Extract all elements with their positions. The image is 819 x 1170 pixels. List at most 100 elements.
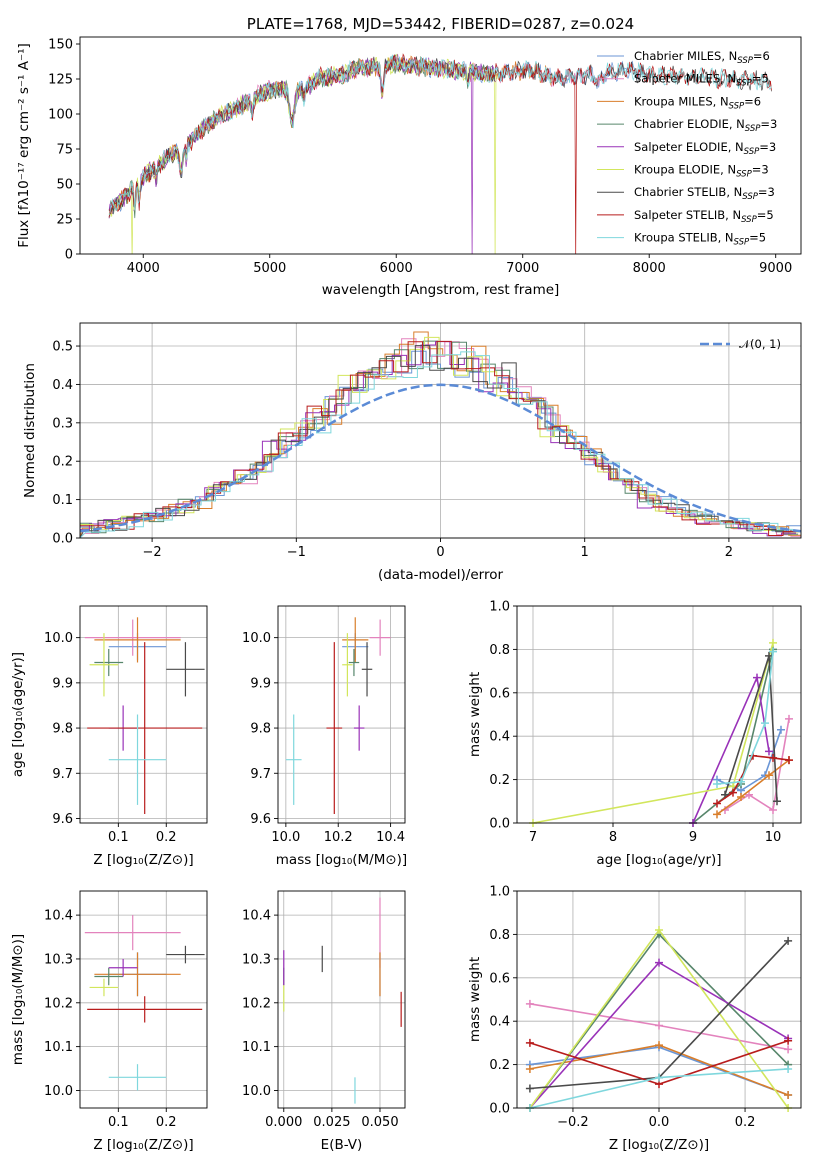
x-axis-label: Z [log₁₀(Z/Z⊙)]	[93, 1137, 193, 1153]
y-axis-label: mass weight	[467, 957, 483, 1042]
panel-weight_vs_age: 7 8 9 10 0.0 0.2 0.4 0.6 0.8 1.0 age [log₁₀(age/yr…	[467, 600, 802, 868]
errorbar-kroupa_miles	[342, 617, 369, 663]
plot-area	[283, 897, 402, 1104]
y-tick-label: 9.6	[52, 812, 73, 827]
panel-mass_vs_ebv: 0.000 0.025 0.050 10.0 10.1 10.2 10.3 10.4 E(B-V…	[242, 890, 406, 1153]
legend-count: =3	[758, 185, 775, 199]
legend-count: =3	[760, 117, 777, 131]
y-tick-label: 9.9	[52, 676, 73, 691]
data-point	[525, 1064, 534, 1073]
y-tick-label: 10.1	[44, 1040, 73, 1055]
chart-title: PLATE=1768, MJD=53442, FIBERID=0287, z=0…	[247, 15, 634, 33]
y-axis-label: Flux [fλ10⁻¹⁷ erg cm⁻² s⁻¹ A⁻¹]	[16, 43, 32, 248]
plot-area	[84, 617, 205, 814]
y-tick-label: 0.4	[489, 1015, 510, 1030]
y-axis-label: mass [log₁₀(M/M⊙)]	[10, 934, 26, 1065]
x-tick-label: 0	[436, 545, 444, 560]
data-point	[655, 1021, 663, 1030]
legend-count: =6	[753, 49, 770, 63]
gridlines	[80, 891, 207, 1108]
x-axis-label: Z [log₁₀(Z/Z⊙)]	[609, 1137, 709, 1153]
data-point	[784, 1045, 793, 1054]
data-point	[745, 790, 753, 799]
legend-entry: 𝒩(0, 1)	[739, 337, 781, 351]
y-tick-label: 0.2	[489, 1058, 510, 1073]
y-tick-label: 75	[56, 143, 73, 158]
gridlines	[80, 606, 207, 823]
data-point	[769, 647, 777, 656]
x-tick-label: 0.1	[108, 830, 129, 845]
y-tick-label: 0.8	[489, 928, 510, 943]
y-tick-label: 0.2	[489, 773, 510, 788]
y-tick-label: 0.4	[489, 730, 510, 745]
series-salpeter_stelib	[713, 751, 793, 808]
x-tick-label: 0.050	[361, 1115, 398, 1130]
errorbar-chabrier_stelib	[166, 642, 205, 697]
data-point	[785, 756, 793, 765]
legend-label: Kroupa ELODIE, N	[634, 163, 736, 177]
panel-spectrum: 4000 5000 6000 7000 8000 9000 0 25 50 75 100 125 150…	[16, 15, 802, 298]
legend-label: Salpeter STELIB, N	[634, 208, 741, 222]
errorbar-salpeter_stelib	[87, 642, 203, 814]
errorbar-chabrier_stelib	[166, 945, 205, 964]
series-kroupa_miles	[525, 1041, 793, 1099]
x-tick-label: 0.1	[108, 1115, 129, 1130]
legend-subscript: SSP	[742, 192, 758, 202]
legend-entry: Kroupa ELODIE, NSSP=3	[634, 163, 769, 180]
legend-entry: Salpeter MILES, NSSP=5	[634, 72, 769, 89]
data-point	[761, 719, 769, 728]
axes-frame	[516, 605, 802, 824]
legend-entry: Chabrier STELIB, NSSP=3	[634, 185, 775, 202]
y-axis-label: age [log₁₀(age/yr)]	[10, 652, 26, 777]
legend-count: =5	[752, 72, 769, 86]
legend-label: Salpeter MILES, N	[634, 72, 736, 86]
x-tick-label: 10.2	[324, 830, 353, 845]
series-line	[716, 651, 774, 785]
errorbar-chabrier_stelib	[361, 642, 373, 697]
data-point	[737, 777, 745, 786]
errorbar-salpeter_stelib	[87, 996, 203, 1023]
data-point	[769, 753, 777, 762]
legend-count: =3	[759, 140, 776, 154]
y-tick-label: 0.4	[52, 378, 73, 393]
series-salpeter_stelib	[525, 1036, 793, 1089]
y-tick-label: 100	[48, 108, 73, 123]
y-axis-label: Normed distribution	[22, 363, 38, 498]
series-line	[724, 718, 790, 812]
y-tick-label: 1.0	[489, 600, 510, 615]
y-tick-label: 0.2	[52, 455, 73, 470]
panel-residuals: −2 −1 0 1 2 0.0 0.1 0.2 0.3 0.4 0.5 𝒩(0, 1) (data-mo…	[22, 322, 802, 583]
data-point	[784, 1090, 793, 1099]
errorbar-kroupa_miles	[94, 617, 181, 663]
data-point	[713, 810, 721, 819]
y-tick-label: 10.0	[44, 631, 73, 646]
series-line	[716, 759, 790, 815]
legend-count: =5	[757, 208, 774, 222]
plot-area	[285, 617, 391, 814]
x-tick-label: −1	[287, 545, 306, 560]
errorbar-kroupa_elodie	[89, 978, 119, 997]
histogram-kroupa_stelib	[80, 351, 801, 538]
y-tick-label: 9.6	[250, 812, 271, 827]
data-point	[784, 936, 793, 945]
legend-subscript: SSP	[734, 238, 750, 248]
data-point	[769, 638, 777, 647]
y-tick-label: 0.6	[489, 686, 510, 701]
y-tick-label: 10.4	[44, 909, 73, 924]
legend-count: =5	[749, 231, 766, 245]
legend-entry: Kroupa STELIB, NSSP=5	[634, 231, 766, 248]
y-tick-label: 0.0	[489, 817, 510, 832]
errorbar-salpeter_elodie	[353, 705, 365, 751]
legend-label: Chabrier MILES, N	[634, 49, 737, 63]
axes-frame	[277, 605, 406, 824]
legend-subscript: SSP	[736, 79, 752, 89]
x-tick-label: 10.4	[376, 830, 405, 845]
plot-area	[525, 926, 793, 1112]
plot-area	[80, 331, 801, 538]
data-point	[765, 747, 773, 756]
data-point	[737, 792, 745, 801]
x-axis-label: mass [log₁₀(M/M⊙)]	[276, 852, 407, 868]
series-line	[716, 729, 782, 792]
y-tick-label: 10.0	[242, 631, 271, 646]
